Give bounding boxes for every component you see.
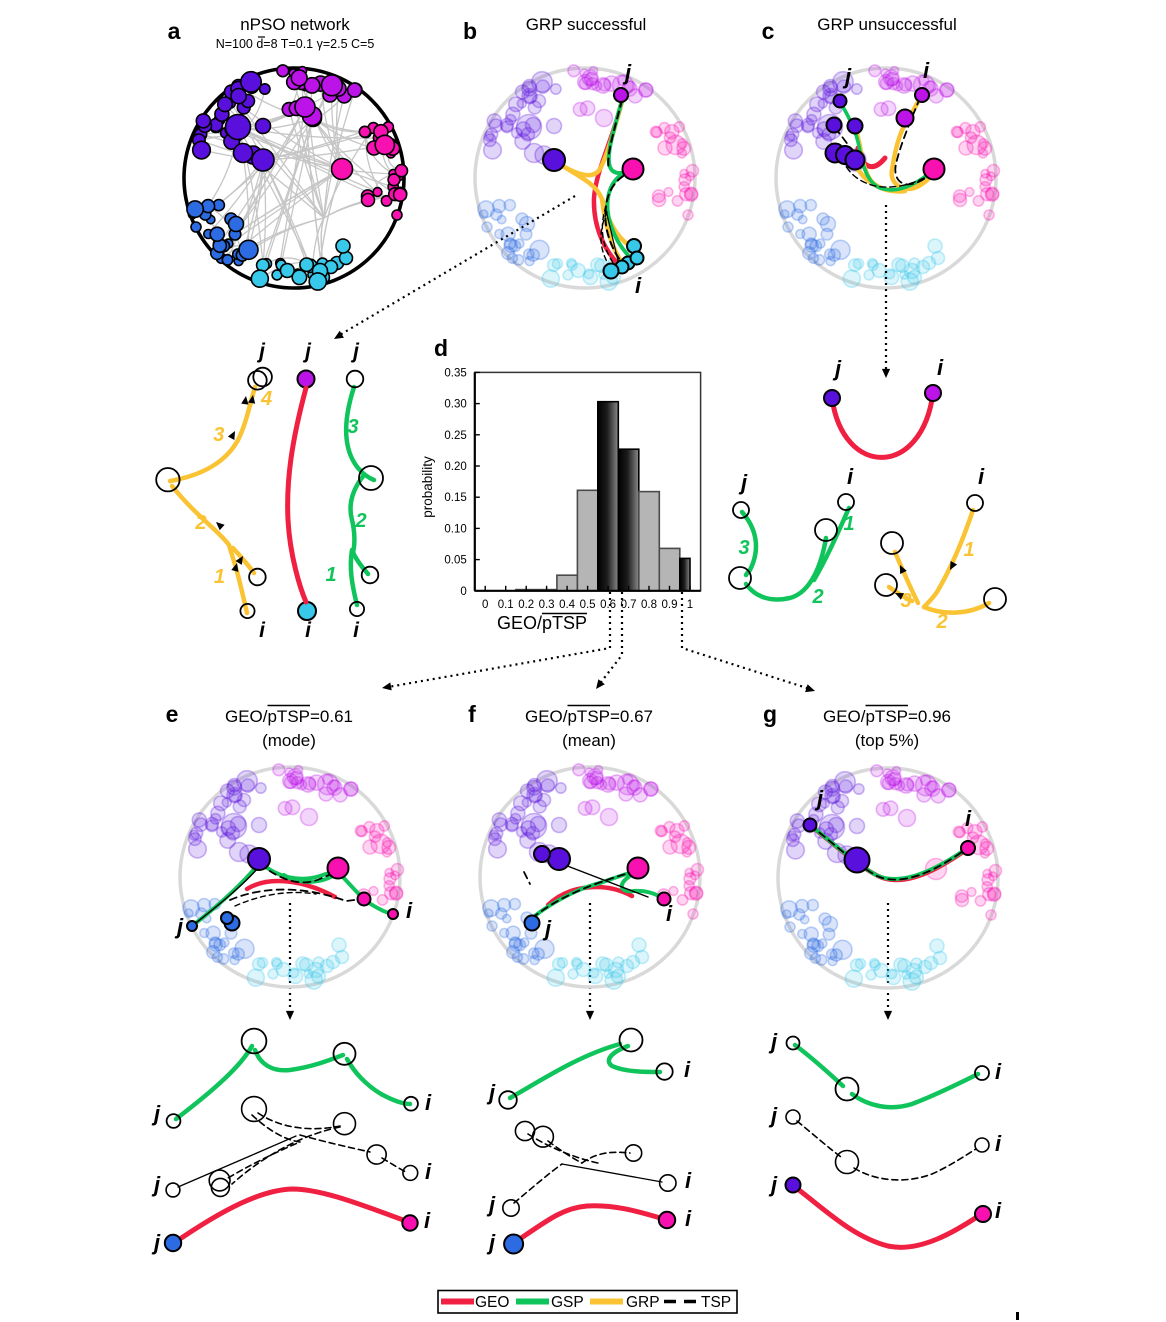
svg-text:i: i: [635, 273, 642, 298]
svg-text:j: j: [151, 1101, 161, 1126]
svg-text:0.5: 0.5: [580, 599, 596, 611]
svg-text:i: i: [425, 1159, 432, 1184]
svg-text:i: i: [995, 1131, 1002, 1156]
svg-text:3: 3: [738, 537, 749, 559]
svg-text:1: 1: [843, 513, 854, 535]
svg-text:i: i: [847, 464, 854, 489]
svg-text:j: j: [768, 1103, 778, 1128]
svg-text:0.15: 0.15: [444, 492, 466, 504]
svg-text:4: 4: [260, 388, 272, 410]
svg-text:a: a: [168, 18, 181, 44]
svg-text:GRP successful: GRP successful: [526, 15, 647, 34]
svg-text:3: 3: [213, 424, 224, 446]
svg-text:0.8: 0.8: [641, 599, 657, 611]
svg-text:f: f: [468, 701, 476, 727]
svg-text:N=100 d=8 T=0.1 γ=2.5 C=5: N=100 d=8 T=0.1 γ=2.5 C=5: [216, 37, 375, 51]
svg-text:i: i: [259, 619, 266, 642]
svg-text:TSP: TSP: [701, 1294, 731, 1311]
svg-text:i: i: [684, 1057, 691, 1082]
svg-text:1: 1: [325, 564, 336, 586]
svg-text:j: j: [486, 1192, 496, 1217]
svg-text:i: i: [353, 619, 360, 642]
svg-text:i: i: [995, 1059, 1002, 1084]
svg-text:1: 1: [687, 599, 693, 611]
svg-text:3: 3: [347, 416, 358, 438]
svg-text:probability: probability: [420, 456, 435, 518]
svg-text:2: 2: [194, 512, 206, 534]
svg-text:0.30: 0.30: [444, 399, 466, 411]
svg-text:GEO/pTSP=0.61: GEO/pTSP=0.61: [225, 707, 353, 726]
svg-text:i: i: [978, 464, 985, 489]
svg-text:j: j: [814, 786, 824, 811]
svg-text:(top 5%): (top 5%): [855, 731, 919, 750]
svg-text:j: j: [486, 1080, 496, 1105]
svg-text:j: j: [174, 914, 184, 939]
svg-text:GEO/pTSP=0.67: GEO/pTSP=0.67: [525, 707, 653, 726]
svg-text:j: j: [768, 1029, 778, 1054]
svg-text:0.20: 0.20: [444, 461, 466, 473]
svg-text:i: i: [965, 806, 972, 831]
svg-text:j: j: [768, 1172, 778, 1197]
svg-text:GSP: GSP: [551, 1294, 584, 1311]
svg-text:i: i: [305, 619, 312, 642]
svg-text:0.2: 0.2: [518, 599, 534, 611]
svg-text:0.4: 0.4: [559, 599, 576, 611]
svg-text:GRP unsuccessful: GRP unsuccessful: [817, 15, 957, 34]
svg-text:nPSO network: nPSO network: [240, 15, 350, 34]
svg-text:i: i: [923, 58, 930, 83]
svg-text:0.6: 0.6: [600, 599, 616, 611]
svg-text:j: j: [832, 356, 842, 381]
svg-text:0.10: 0.10: [444, 523, 466, 535]
svg-text:2: 2: [935, 611, 947, 633]
svg-text:i: i: [666, 901, 673, 926]
svg-text:i: i: [406, 898, 413, 923]
svg-text:0.25: 0.25: [444, 430, 466, 442]
svg-text:GEO/pTSP: GEO/pTSP: [497, 613, 587, 633]
svg-text:i: i: [937, 355, 944, 380]
svg-text:0.9: 0.9: [662, 599, 678, 611]
svg-text:3: 3: [900, 590, 911, 612]
svg-text:j: j: [151, 1172, 161, 1197]
svg-text:j: j: [256, 340, 266, 363]
svg-text:i: i: [425, 1090, 432, 1115]
svg-text:i: i: [995, 1198, 1002, 1223]
svg-text:0: 0: [482, 599, 488, 611]
svg-text:0.05: 0.05: [444, 555, 466, 567]
svg-text:j: j: [738, 470, 748, 495]
svg-text:e: e: [166, 701, 179, 727]
svg-text:j: j: [302, 340, 312, 363]
svg-text:1: 1: [214, 566, 225, 588]
svg-text:g: g: [763, 701, 777, 727]
svg-text:0.1: 0.1: [498, 599, 514, 611]
svg-text:d: d: [434, 335, 448, 361]
svg-text:GEO/pTSP=0.96: GEO/pTSP=0.96: [823, 707, 951, 726]
svg-text:j: j: [542, 916, 552, 941]
svg-text:0.7: 0.7: [621, 599, 637, 611]
svg-text:(mean): (mean): [562, 731, 616, 750]
svg-text:b: b: [463, 18, 477, 44]
svg-text:GRP: GRP: [626, 1294, 660, 1311]
svg-text:j: j: [842, 64, 852, 89]
svg-text:i: i: [424, 1208, 431, 1233]
svg-text:j: j: [486, 1230, 496, 1255]
svg-text:2: 2: [811, 586, 823, 608]
svg-text:j: j: [350, 340, 360, 363]
svg-text:(mode): (mode): [262, 731, 316, 750]
svg-text:GEO: GEO: [475, 1294, 509, 1311]
svg-text:0.3: 0.3: [539, 599, 555, 611]
svg-text:j: j: [151, 1230, 161, 1255]
svg-text:j: j: [622, 60, 632, 85]
svg-text:0: 0: [460, 586, 466, 598]
svg-text:c: c: [762, 18, 775, 44]
svg-text:i: i: [685, 1206, 692, 1231]
svg-text:0.35: 0.35: [444, 367, 466, 379]
svg-text:i: i: [685, 1168, 692, 1193]
svg-text:1: 1: [963, 539, 974, 561]
svg-text:2: 2: [354, 510, 366, 532]
